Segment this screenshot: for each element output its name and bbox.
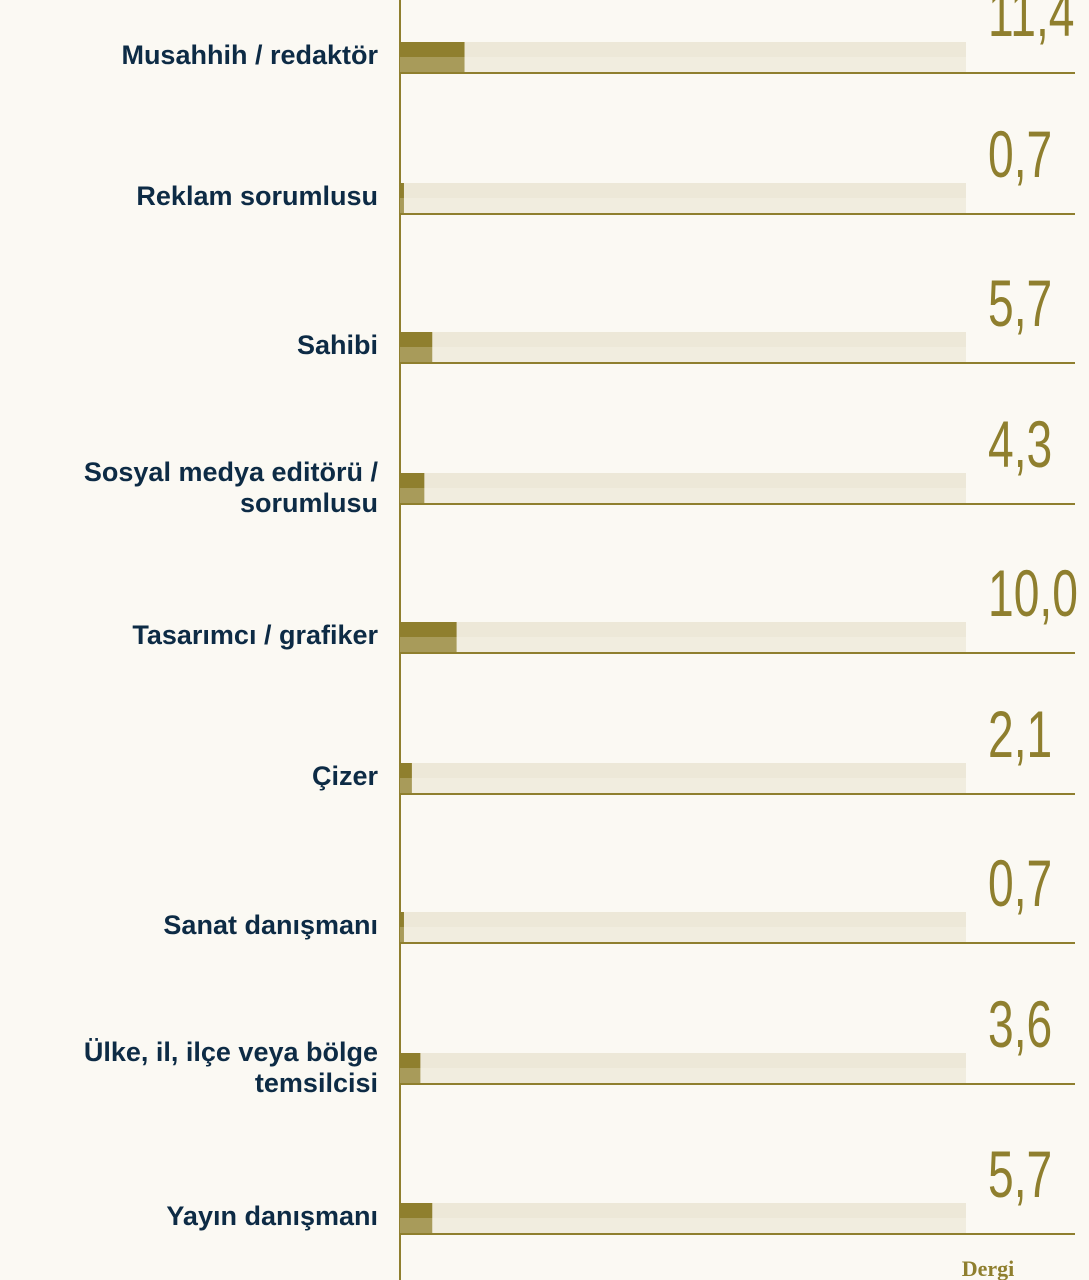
category-label: Tasarımcı / grafiker bbox=[132, 619, 378, 650]
value-label: 0,7 bbox=[988, 118, 1052, 192]
value-label: 5,7 bbox=[988, 267, 1052, 341]
bar-track bbox=[400, 1218, 966, 1233]
bar-track bbox=[400, 57, 966, 72]
bar-track bbox=[400, 622, 966, 637]
value-label: 2,1 bbox=[988, 698, 1052, 772]
bar bbox=[400, 1068, 421, 1083]
bar-track bbox=[400, 488, 966, 503]
bar-track bbox=[400, 1053, 966, 1068]
value-label: 11,4 bbox=[988, 0, 1074, 51]
bar bbox=[400, 198, 404, 213]
bar bbox=[400, 1218, 433, 1233]
bar bbox=[400, 763, 412, 778]
category-label: Musahhih / redaktör bbox=[121, 39, 378, 70]
category-label: Sanat danışmanı bbox=[163, 909, 378, 940]
bar-track bbox=[400, 42, 966, 57]
bar-track bbox=[400, 763, 966, 778]
bar bbox=[400, 42, 465, 57]
legend-label: Dergi bbox=[962, 1256, 1015, 1280]
bar bbox=[400, 637, 457, 652]
category-label: Sosyal medya editörü / sorumlusu bbox=[83, 457, 378, 518]
bar-track bbox=[400, 473, 966, 488]
bar-track bbox=[400, 778, 966, 793]
bar bbox=[400, 622, 457, 637]
bar bbox=[400, 473, 425, 488]
category-label: Ülke, il, ilçe veya bölge temsilcisi bbox=[83, 1037, 378, 1098]
value-label: 0,7 bbox=[988, 847, 1052, 921]
value-label: 3,6 bbox=[988, 988, 1052, 1062]
bar bbox=[400, 488, 425, 503]
category-label: Sahibi bbox=[296, 329, 378, 360]
bar bbox=[400, 332, 433, 347]
category-label: Çizer bbox=[311, 760, 378, 791]
bar bbox=[400, 1053, 421, 1068]
bar-track bbox=[400, 927, 966, 942]
bar bbox=[400, 347, 433, 362]
bar bbox=[400, 1203, 433, 1218]
bar bbox=[400, 57, 465, 72]
value-label: 4,3 bbox=[988, 408, 1052, 482]
value-label: 5,7 bbox=[988, 1138, 1052, 1212]
bar-track bbox=[400, 912, 966, 927]
value-label: 10,0 bbox=[988, 557, 1078, 631]
bar bbox=[400, 912, 404, 927]
category-label: Reklam sorumlusu bbox=[136, 180, 378, 211]
bar-track bbox=[400, 347, 966, 362]
bar-track bbox=[400, 1203, 966, 1218]
bar-track bbox=[400, 183, 966, 198]
bar-track bbox=[400, 332, 966, 347]
bar-track bbox=[400, 198, 966, 213]
bar-track bbox=[400, 1068, 966, 1083]
bar bbox=[400, 183, 404, 198]
bar bbox=[400, 927, 404, 942]
bar-track bbox=[400, 637, 966, 652]
category-label: Yayın danışmanı bbox=[166, 1200, 378, 1231]
bar bbox=[400, 778, 412, 793]
